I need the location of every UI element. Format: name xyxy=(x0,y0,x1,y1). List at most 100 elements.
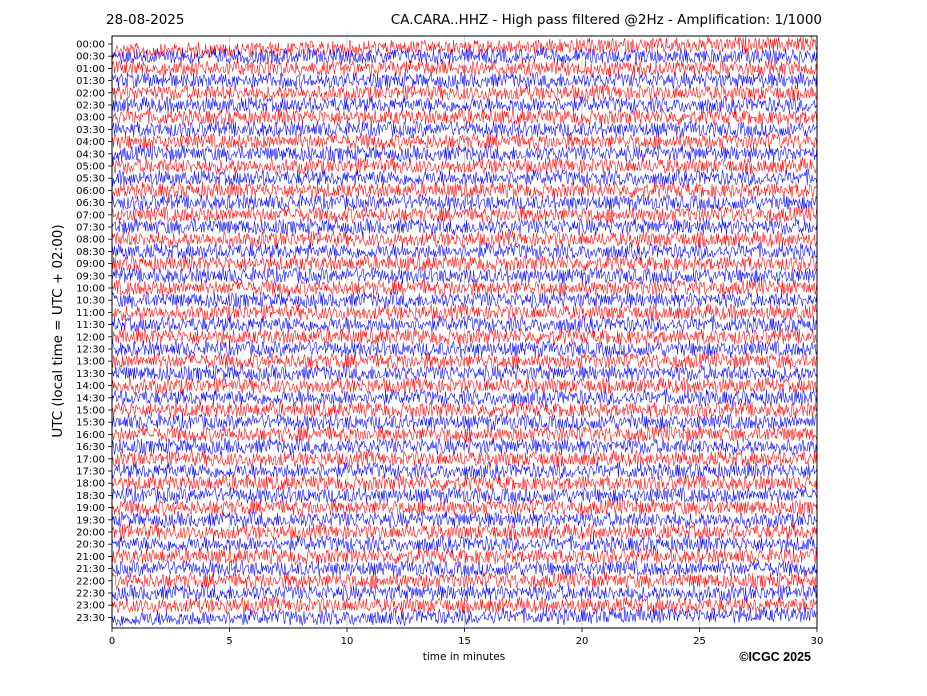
seismic-trace xyxy=(112,486,817,506)
seismic-trace xyxy=(112,352,817,371)
y-tick-label: 21:00 xyxy=(76,552,105,563)
y-tick-label: 06:30 xyxy=(76,198,105,209)
x-tick-label: 30 xyxy=(811,636,824,647)
y-tick-label: 18:30 xyxy=(76,491,105,502)
seismic-trace xyxy=(112,437,817,456)
seismic-trace xyxy=(112,400,817,420)
seismic-trace xyxy=(112,84,817,102)
y-tick-label: 20:00 xyxy=(76,528,105,539)
y-tick-label: 21:30 xyxy=(76,564,105,575)
y-tick-label: 22:00 xyxy=(76,576,105,587)
y-tick-label: 00:30 xyxy=(76,52,105,63)
seismic-trace xyxy=(112,413,817,432)
y-tick-label: 17:30 xyxy=(76,467,105,478)
seismic-trace xyxy=(112,71,817,90)
y-tick-label: 05:30 xyxy=(76,174,105,185)
y-tick-label: 12:00 xyxy=(76,332,105,343)
y-tick-label: 02:30 xyxy=(76,101,105,112)
seismic-trace xyxy=(112,144,817,163)
y-tick-label: 22:30 xyxy=(76,589,105,600)
seismic-trace xyxy=(112,241,817,261)
y-tick-label: 10:00 xyxy=(76,284,105,295)
y-tick-label: 05:00 xyxy=(76,162,105,173)
y-tick-label: 18:00 xyxy=(76,479,105,490)
y-tick-label: 00:00 xyxy=(76,40,105,51)
y-tick-label: 09:00 xyxy=(76,259,105,270)
x-tick-label: 0 xyxy=(109,636,115,647)
y-tick-label: 16:00 xyxy=(76,430,105,441)
seismic-trace xyxy=(112,132,817,151)
seismic-trace xyxy=(112,388,817,408)
y-tick-label: 02:00 xyxy=(76,88,105,99)
seismic-trace xyxy=(112,425,817,444)
seismic-trace xyxy=(112,340,817,359)
x-tick-label: 5 xyxy=(226,636,232,647)
seismic-trace xyxy=(112,59,817,78)
seismic-trace xyxy=(112,157,817,175)
seismic-trace xyxy=(112,36,817,60)
seismic-trace xyxy=(112,47,817,65)
y-tick-label: 19:30 xyxy=(76,515,105,526)
seismic-trace xyxy=(112,107,817,127)
y-tick-label: 06:00 xyxy=(76,186,105,197)
y-tick-label: 14:00 xyxy=(76,381,105,392)
y-tick-label: 01:00 xyxy=(76,64,105,75)
seismic-trace xyxy=(112,218,817,236)
seismic-trace xyxy=(112,168,817,188)
seismic-trace xyxy=(112,559,817,578)
y-tick-label: 17:00 xyxy=(76,454,105,465)
y-tick-label: 16:30 xyxy=(76,442,105,453)
seismic-trace xyxy=(112,449,817,468)
seismic-trace xyxy=(112,193,817,213)
y-tick-label: 04:00 xyxy=(76,137,105,148)
y-tick-label: 12:30 xyxy=(76,345,105,356)
seismic-trace xyxy=(112,461,817,481)
y-tick-label: 23:00 xyxy=(76,601,105,612)
x-tick-label: 20 xyxy=(576,636,589,647)
seismic-trace xyxy=(112,95,817,115)
y-tick-label: 03:30 xyxy=(76,125,105,136)
date-label: 28-08-2025 xyxy=(106,12,185,28)
y-tick-label: 07:00 xyxy=(76,210,105,221)
seismic-trace xyxy=(112,254,817,273)
y-tick-label: 09:30 xyxy=(76,271,105,282)
y-tick-label: 11:30 xyxy=(76,320,105,331)
y-tick-label: 03:00 xyxy=(76,113,105,124)
seismic-trace xyxy=(112,230,817,249)
seismic-trace xyxy=(112,376,817,395)
seismic-trace xyxy=(112,606,817,627)
seismic-trace xyxy=(112,364,817,383)
seismic-trace xyxy=(112,291,817,309)
seismic-trace xyxy=(112,181,817,200)
y-tick-label: 15:30 xyxy=(76,418,105,429)
copyright-label: ©ICGC 2025 xyxy=(739,650,811,664)
x-tick-label: 10 xyxy=(341,636,354,647)
seismic-trace xyxy=(112,547,817,567)
seismic-trace xyxy=(112,205,817,225)
seismic-trace xyxy=(112,279,817,298)
y-tick-label: 13:30 xyxy=(76,369,105,380)
y-tick-label: 08:30 xyxy=(76,247,105,258)
seismic-trace xyxy=(112,315,817,334)
y-tick-label: 07:30 xyxy=(76,223,105,234)
seismic-trace xyxy=(112,303,817,322)
seismic-trace xyxy=(112,266,817,286)
seismic-trace xyxy=(112,572,817,591)
y-tick-label: 08:00 xyxy=(76,235,105,246)
seismic-trace xyxy=(112,510,817,529)
y-tick-label: 14:30 xyxy=(76,393,105,404)
chart-title: CA.CARA..HHZ - High pass filtered @2Hz -… xyxy=(390,12,822,28)
y-tick-label: 11:00 xyxy=(76,308,105,319)
seismic-trace xyxy=(112,534,817,554)
x-tick-label: 15 xyxy=(458,636,471,647)
y-tick-label: 15:00 xyxy=(76,406,105,417)
seismic-trace xyxy=(112,120,817,140)
seismic-trace xyxy=(112,596,817,615)
seismic-trace xyxy=(112,584,817,602)
y-tick-label: 10:30 xyxy=(76,296,105,307)
seismic-trace xyxy=(112,473,817,493)
seismic-trace xyxy=(112,523,817,541)
x-tick-label: 25 xyxy=(693,636,706,647)
y-tick-label: 23:30 xyxy=(76,613,105,624)
y-tick-label: 20:30 xyxy=(76,540,105,551)
